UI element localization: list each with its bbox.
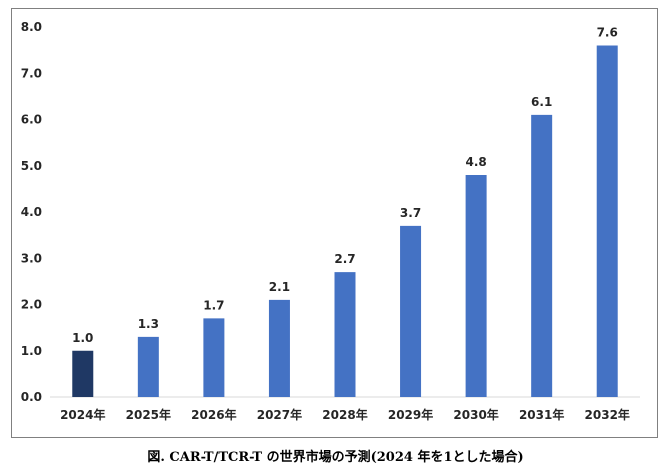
- x-tick-label: 2030年: [453, 407, 498, 422]
- y-tick-label: 7.0: [21, 66, 42, 80]
- data-label: 7.6: [597, 26, 618, 40]
- figure-caption: 図. CAR-T/TCR-T の世界市場の予測(2024 年を1とした場合): [147, 450, 524, 465]
- bar: [400, 225, 422, 397]
- bar-chart: 0.0 1.0 2.0 3.0 4.0 5.0 6.0 7.0 8.0 1.0 2024年 1.3 20…: [21, 20, 640, 422]
- bar: [203, 318, 225, 397]
- bar: [268, 299, 290, 397]
- bar: [596, 45, 618, 397]
- x-tick-label: 2025年: [126, 407, 171, 422]
- y-tick-label: 6.0: [21, 113, 42, 127]
- x-tick-label: 2028年: [322, 407, 367, 422]
- data-label: 2.1: [269, 280, 290, 294]
- y-tick-label: 5.0: [21, 159, 42, 173]
- data-label: 3.7: [400, 206, 421, 220]
- y-tick-label: 1.0: [21, 344, 42, 358]
- x-tick-label: 2026年: [191, 407, 236, 422]
- bar: [531, 114, 553, 397]
- x-tick-label: 2027年: [257, 407, 302, 422]
- x-tick-label: 2032年: [585, 407, 630, 422]
- data-label: 6.1: [531, 95, 552, 109]
- x-tick-label: 2024年: [60, 407, 105, 422]
- x-tick-label: 2031年: [519, 407, 564, 422]
- bar: [334, 272, 356, 397]
- data-label: 1.0: [72, 331, 93, 345]
- x-tick-label: 2029年: [388, 407, 433, 422]
- data-label: 4.8: [465, 155, 486, 169]
- data-label: 1.7: [203, 298, 224, 312]
- y-tick-label: 8.0: [21, 20, 42, 34]
- y-tick-label: 3.0: [21, 251, 42, 265]
- y-tick-label: 2.0: [21, 298, 42, 312]
- bar: [137, 336, 159, 397]
- y-tick-label: 0.0: [21, 390, 42, 404]
- y-tick-label: 4.0: [21, 205, 42, 219]
- bar: [465, 175, 487, 397]
- data-label: 2.7: [334, 252, 355, 266]
- bar: [72, 350, 94, 397]
- data-label: 1.3: [138, 317, 159, 331]
